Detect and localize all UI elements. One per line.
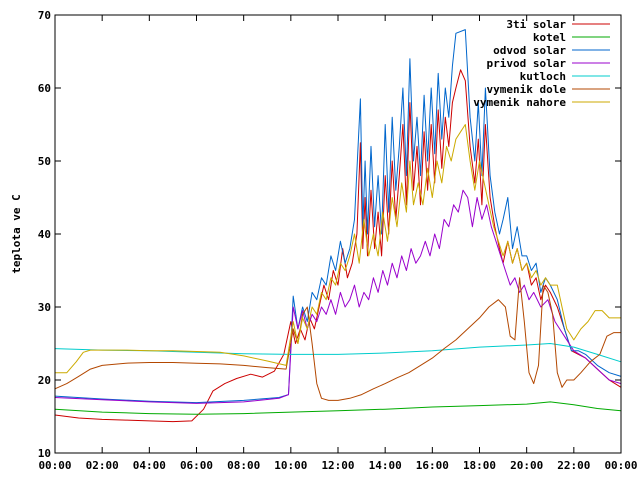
x-tick-label: 08:00 (227, 459, 260, 472)
x-tick-label: 12:00 (321, 459, 354, 472)
x-tick-label: 18:00 (463, 459, 496, 472)
x-tick-label: 02:00 (86, 459, 119, 472)
y-tick-label: 20 (38, 374, 51, 387)
y-axis-label: teplota ve C (10, 194, 23, 273)
series-line-vymenik-dole (54, 277, 621, 401)
x-tick-label: 06:00 (180, 459, 213, 472)
series-line-kotel (54, 401, 622, 415)
x-tick-label: 14:00 (369, 459, 402, 472)
series-line-privod-solar (54, 189, 622, 404)
y-tick-label: 50 (38, 155, 51, 168)
tick-marks (54, 14, 622, 454)
x-tick-label: 00:00 (38, 459, 71, 472)
legend-label: 3ti solar (506, 18, 566, 31)
legend-label: kotel (533, 31, 566, 44)
series-line-vymenik-nahore (55, 124, 621, 374)
tick-labels: 00:00 02:00 04:00 06:00 08:00 10:00 12:00 14:00… (38, 9, 638, 472)
legend-label: kutloch (520, 70, 566, 83)
series-line-odvod-solar (54, 29, 622, 404)
y-tick-label: 10 (38, 447, 51, 460)
y-tick-label: 40 (38, 228, 51, 241)
x-tick-label: 00:00 (604, 459, 637, 472)
plot-frame (54, 14, 622, 454)
legend-label: vymenik dole (487, 83, 567, 96)
x-tick-label: 22:00 (557, 459, 590, 472)
legend-label: odvod solar (493, 44, 566, 57)
legend-label: privod solar (487, 57, 567, 70)
y-tick-label: 70 (38, 9, 51, 22)
y-tick-label: 60 (38, 82, 51, 95)
x-tick-label: 04:00 (133, 459, 166, 472)
legend-label: vymenik nahore (473, 96, 566, 109)
x-tick-label: 16:00 (416, 459, 449, 472)
x-tick-label: 10:00 (274, 459, 307, 472)
series-layer (54, 29, 622, 423)
y-tick-label: 30 (38, 301, 51, 314)
x-tick-label: 20:00 (510, 459, 543, 472)
